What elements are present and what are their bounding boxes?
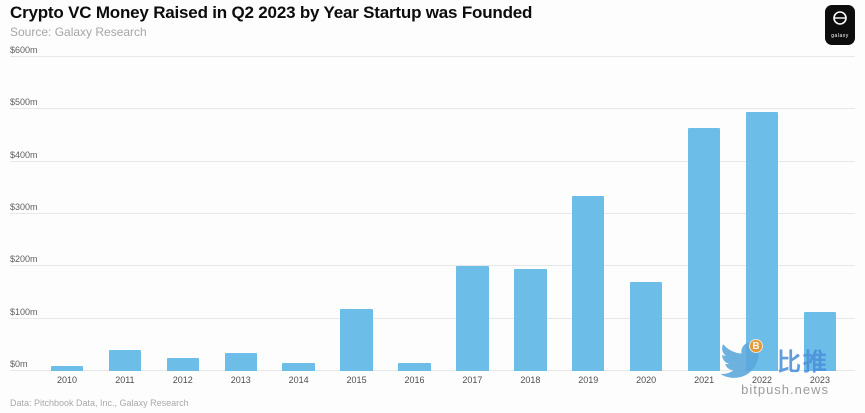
bar-2020 — [629, 282, 663, 371]
galaxy-logo: galaxy — [825, 5, 855, 45]
bar-2018 — [514, 268, 547, 371]
bar-slot — [38, 57, 96, 371]
gridline — [10, 56, 855, 57]
gridline — [10, 213, 855, 214]
watermark-brand-cn: 比推 — [777, 348, 829, 376]
bar-slot — [443, 57, 501, 371]
bar-slot — [328, 57, 386, 371]
y-tick-label: $300m — [10, 202, 38, 212]
bar-slot — [212, 57, 270, 371]
gridline — [10, 108, 855, 110]
x-tick-label: 2016 — [404, 375, 425, 385]
x-tick-label: 2012 — [172, 375, 193, 385]
x-axis-labels: 2010 2011 2012 2013 2014 2015 2016 2017 2018 2019… — [38, 375, 849, 385]
chart-title: Crypto VC Money Raised in Q2 2023 by Yea… — [10, 3, 533, 22]
galaxy-logo-icon — [832, 11, 848, 30]
bar-2021 — [687, 127, 721, 371]
x-tick-label: 2023 — [809, 375, 830, 385]
galaxy-logo-text: galaxy — [831, 33, 849, 39]
bar-2017 — [456, 266, 489, 371]
gridline — [10, 265, 855, 267]
bar-2013 — [224, 352, 257, 371]
plot-area: $0m $100m $200m $300m $400m $500m $600m — [10, 45, 855, 371]
x-tick-label: 2022 — [752, 375, 773, 385]
y-tick-label: $100m — [10, 306, 38, 317]
x-tick-label: 2015 — [346, 375, 367, 385]
x-tick-label: 2018 — [520, 375, 541, 385]
bar-slot — [617, 57, 675, 371]
watermark-brand-domain: bitpush.news — [741, 382, 829, 397]
watermark: B 比推 bitpush.news — [717, 337, 829, 397]
y-tick-label: $500m — [10, 97, 38, 108]
bar-2011 — [108, 350, 142, 371]
x-tick-label: 2021 — [694, 375, 715, 385]
bar-2014 — [282, 363, 315, 371]
x-tick-label: 2010 — [56, 375, 77, 385]
x-tick-label: 2014 — [288, 375, 309, 385]
y-tick-label: $0m — [10, 359, 28, 369]
gridline — [10, 317, 855, 319]
chart-source: Source: Galaxy Research — [10, 25, 147, 39]
y-tick-label: $200m — [10, 254, 38, 265]
gridline — [10, 160, 855, 162]
bar-slot — [270, 57, 328, 371]
bar-2016 — [398, 363, 431, 371]
bitcoin-coin-icon: B — [749, 339, 763, 353]
bar-2022 — [745, 111, 779, 371]
y-tick-label: $600m — [10, 45, 38, 55]
x-tick-label: 2020 — [636, 375, 657, 385]
bar-slot — [559, 57, 617, 371]
x-tick-label: 2013 — [230, 375, 251, 385]
bars — [38, 57, 849, 371]
bar-2010 — [50, 365, 84, 371]
bar-slot — [154, 57, 212, 371]
bar-slot — [501, 57, 559, 371]
bar-2012 — [166, 357, 200, 371]
bar-2019 — [572, 195, 605, 371]
gridline — [10, 370, 855, 371]
bar-slot — [733, 57, 791, 371]
bar-slot — [96, 57, 154, 371]
data-note: Data: Pitchbook Data, Inc., Galaxy Resea… — [10, 398, 189, 408]
x-tick-label: 2011 — [115, 375, 135, 385]
bar-slot — [791, 57, 849, 371]
bar-slot — [675, 57, 733, 371]
twitter-bird-icon: B — [717, 337, 769, 381]
bar-2015 — [340, 309, 373, 371]
x-tick-label: 2019 — [578, 375, 599, 385]
bar-slot — [386, 57, 444, 371]
y-tick-label: $400m — [10, 149, 38, 160]
x-tick-label: 2017 — [462, 375, 483, 385]
bar-2023 — [803, 312, 837, 371]
